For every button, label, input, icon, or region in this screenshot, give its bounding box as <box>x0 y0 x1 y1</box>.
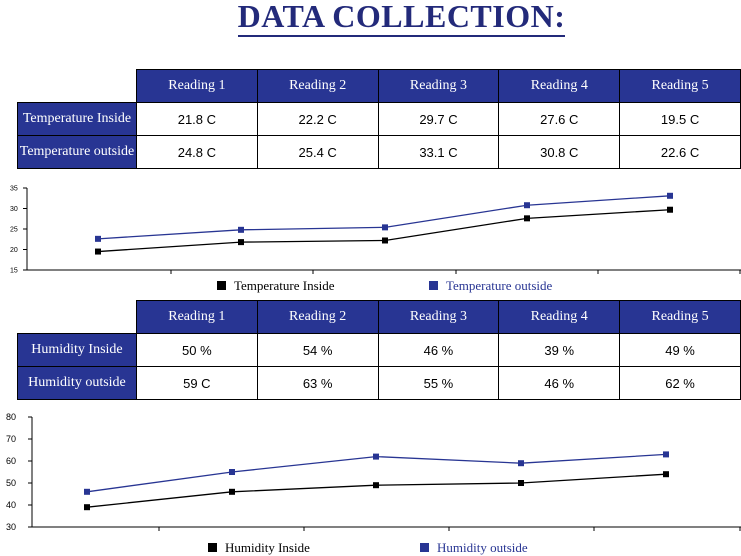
legend-label: Humidity Inside <box>225 540 310 555</box>
data-point-temperature-outside <box>524 202 530 209</box>
table-cell: 46 % <box>377 333 500 367</box>
y-tick-label: 80 <box>6 412 16 422</box>
table-cell: 46 % <box>498 366 621 400</box>
table-cell: 59 C <box>135 366 258 400</box>
y-tick-label: 30 <box>6 522 16 532</box>
data-point-temperature-inside <box>667 206 673 213</box>
table-header-row: Reading 1 Reading 2 Reading 3 Reading 4 … <box>18 300 741 334</box>
data-point-temperature-outside <box>667 192 673 199</box>
chart-legend: Temperature outside <box>429 278 552 294</box>
table-cell: 19.5 C <box>619 102 741 136</box>
column-header: Reading 3 <box>377 300 500 334</box>
data-point-temperature-inside <box>95 248 101 255</box>
table-row: Humidity outside 59 C 63 % 55 % 46 % 62 … <box>17 366 741 400</box>
column-header: Reading 2 <box>256 300 379 334</box>
column-header: Reading 5 <box>619 300 741 334</box>
row-header: Humidity outside <box>17 366 137 400</box>
legend-swatch-temperature-inside <box>217 281 226 290</box>
y-tick-label: 30 <box>10 206 18 213</box>
y-tick-label: 60 <box>6 456 16 466</box>
table-cell: 39 % <box>498 333 621 367</box>
y-tick-label: 25 <box>10 226 18 233</box>
series-line-temperature-inside <box>97 209 671 253</box>
table-row: Temperature Inside 21.8 C 22.2 C 29.7 C … <box>17 102 741 136</box>
table-row: Humidity Inside 50 % 54 % 46 % 39 % 49 % <box>17 333 741 367</box>
data-point-temperature-inside <box>238 239 244 246</box>
series-line-humidity-inside <box>86 473 667 508</box>
table-cell: 21.8 C <box>135 102 258 136</box>
table-cell: 29.7 C <box>377 102 500 136</box>
row-header: Temperature outside <box>17 135 137 169</box>
column-header: Reading 2 <box>256 69 379 103</box>
y-tick-label: 15 <box>10 267 18 274</box>
column-header: Reading 4 <box>498 69 621 103</box>
table-cell: 25.4 C <box>256 135 379 169</box>
column-header: Reading 5 <box>619 69 741 103</box>
data-point-humidity-inside <box>663 471 669 478</box>
temperature-line-chart: 15 20 25 30 35 <box>10 185 741 274</box>
chart-legend: Temperature Inside <box>217 278 335 294</box>
column-header: Reading 1 <box>135 69 258 103</box>
data-point-humidity-inside <box>518 480 524 486</box>
table-cell: 22.6 C <box>619 135 741 169</box>
table-cell: 55 % <box>377 366 500 400</box>
y-tick-label: 40 <box>6 500 16 510</box>
data-point-humidity-outside <box>84 488 90 495</box>
data-point-temperature-outside <box>95 235 101 242</box>
table-header-row: Reading 1 Reading 2 Reading 3 Reading 4 … <box>18 69 741 103</box>
data-point-humidity-outside <box>373 453 379 460</box>
data-point-temperature-outside <box>382 224 388 231</box>
column-header: Reading 4 <box>498 300 621 334</box>
data-point-temperature-inside <box>382 237 388 244</box>
table-cell: 54 % <box>256 333 379 367</box>
row-header: Humidity Inside <box>17 333 137 367</box>
table-cell: 63 % <box>256 366 379 400</box>
data-point-humidity-inside <box>84 504 90 511</box>
temperature-table: Reading 1 Reading 2 Reading 3 Reading 4 … <box>17 69 741 169</box>
data-point-humidity-inside <box>373 482 379 489</box>
corner-cell <box>18 70 137 103</box>
table-cell: 50 % <box>135 333 258 367</box>
data-point-temperature-outside <box>238 226 244 233</box>
table-cell: 24.8 C <box>135 135 258 169</box>
data-point-temperature-inside <box>524 215 530 222</box>
column-header: Reading 1 <box>135 300 258 334</box>
table-cell: 30.8 C <box>498 135 621 169</box>
corner-cell <box>18 301 137 334</box>
data-point-humidity-outside <box>229 469 235 475</box>
legend-swatch-temperature-outside <box>429 281 438 290</box>
legend-label: Humidity outside <box>437 540 528 555</box>
legend-swatch-humidity-outside <box>420 543 429 552</box>
column-header: Reading 3 <box>377 69 500 103</box>
table-cell: 62 % <box>619 366 741 400</box>
y-tick-label: 50 <box>6 478 16 488</box>
table-row: Temperature outside 24.8 C 25.4 C 33.1 C… <box>17 135 741 169</box>
legend-swatch-humidity-inside <box>208 543 217 552</box>
data-point-humidity-inside <box>229 488 235 495</box>
table-cell: 27.6 C <box>498 102 621 136</box>
chart-legend: Humidity outside <box>420 540 528 556</box>
y-tick-label: 20 <box>10 247 18 254</box>
data-point-humidity-outside <box>518 460 524 467</box>
legend-label: Temperature outside <box>446 278 553 293</box>
y-tick-label: 70 <box>6 434 16 444</box>
table-cell: 49 % <box>619 333 741 367</box>
humidity-line-chart: 30 40 50 60 70 80 <box>6 412 741 532</box>
row-header: Temperature Inside <box>17 102 137 136</box>
legend-label: Temperature Inside <box>234 278 335 293</box>
y-tick-label: 35 <box>10 185 18 192</box>
page-title: DATA COLLECTION: <box>0 0 741 37</box>
series-line-temperature-outside <box>97 195 671 240</box>
table-cell: 22.2 C <box>256 102 379 136</box>
table-cell: 33.1 C <box>377 135 500 169</box>
chart-legend: Humidity Inside <box>208 540 310 556</box>
humidity-table: Reading 1 Reading 2 Reading 3 Reading 4 … <box>17 300 741 400</box>
data-point-humidity-outside <box>663 451 669 458</box>
